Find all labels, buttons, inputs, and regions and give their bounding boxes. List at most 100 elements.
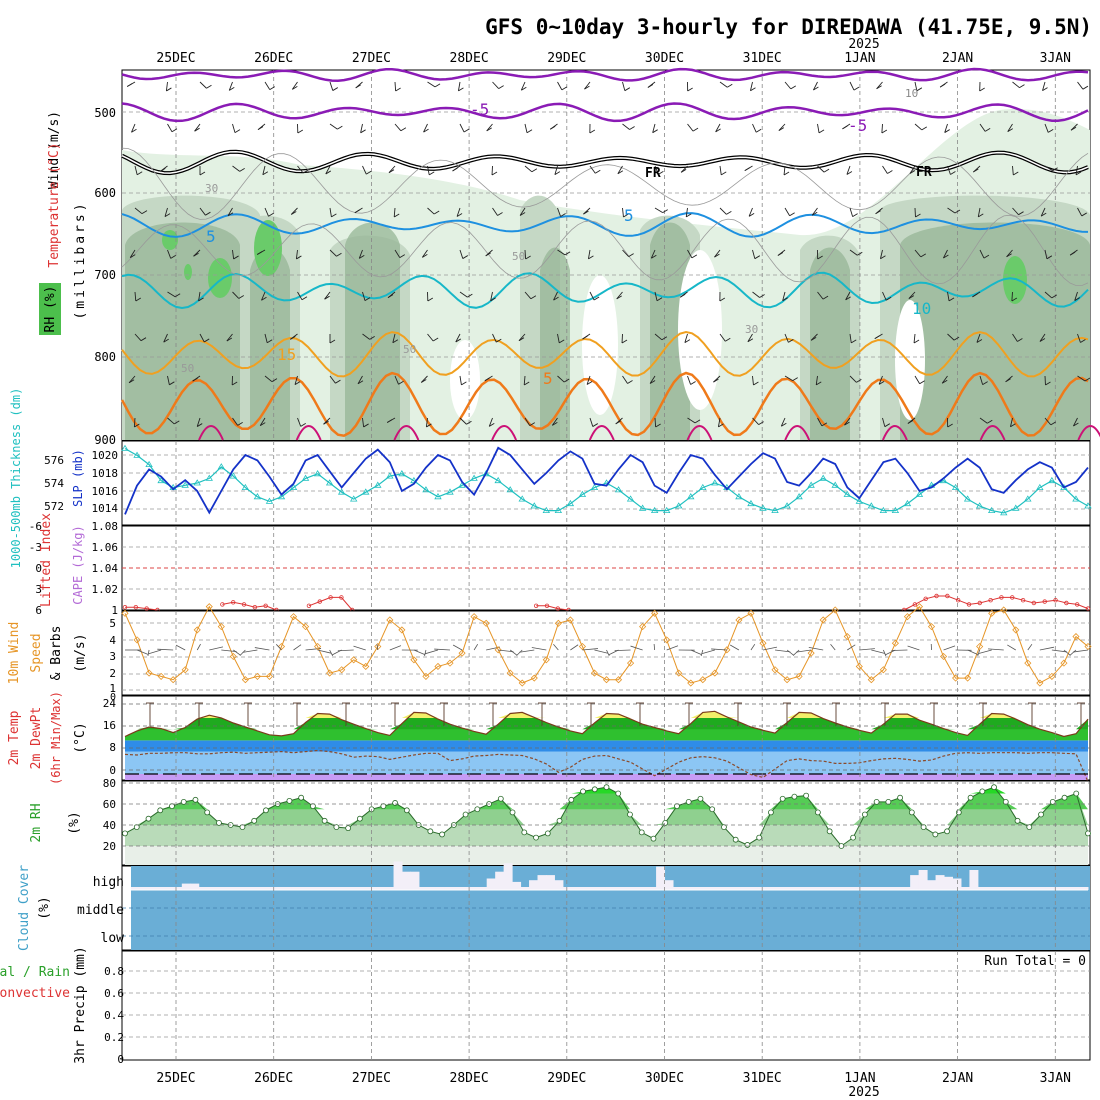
wind-barb xyxy=(845,291,851,301)
y-tick-cape: 1 xyxy=(111,604,118,617)
wind-barb xyxy=(427,81,436,88)
cloud-high-bar xyxy=(1045,887,1055,890)
cloud-high-bar xyxy=(596,887,606,890)
cloud-high-bar xyxy=(605,887,615,890)
cloud-high-bar xyxy=(876,887,886,890)
wind-barb-flag xyxy=(359,255,365,259)
wind-barb-flag xyxy=(553,296,559,301)
dewpt-band xyxy=(125,740,1088,752)
wind10-point xyxy=(265,672,274,680)
wind-barb xyxy=(492,81,499,89)
cloud-high-bar xyxy=(740,887,750,890)
wind-barb xyxy=(719,333,726,342)
cloud-high-bar xyxy=(562,887,572,890)
isotherm-25 xyxy=(784,425,811,441)
wind-barb-flag xyxy=(656,297,663,302)
isotherm-minus5 xyxy=(121,102,1089,123)
wind10-point xyxy=(819,616,827,624)
wind-barb-flag xyxy=(884,423,891,428)
wind-barb-flag xyxy=(915,213,921,218)
wind10-point xyxy=(1072,632,1080,641)
y-tick: 900 xyxy=(94,433,116,447)
wind-barb-flag xyxy=(583,210,589,215)
y-tick-wind: 4 xyxy=(109,634,116,647)
thickness-point xyxy=(362,488,370,495)
rh2m-point xyxy=(768,809,774,816)
wind-barb-flag xyxy=(1047,129,1054,133)
contour-label: -5 xyxy=(848,116,867,135)
wind10-point xyxy=(771,666,779,674)
date-label-bottom: 27DEC xyxy=(352,1071,391,1086)
wind-barb xyxy=(587,249,591,259)
cloud-high-bar xyxy=(706,887,716,890)
wind-barb xyxy=(654,165,659,175)
wind-barb xyxy=(360,123,363,133)
y-tick: 800 xyxy=(94,350,116,364)
wind-barb xyxy=(589,291,595,301)
cloud-high-bar xyxy=(173,887,183,890)
wind-barb-flag xyxy=(628,253,634,257)
wind10-barb xyxy=(376,643,379,651)
wind10-point xyxy=(121,609,129,617)
wind10-point xyxy=(326,669,334,677)
wind-barb xyxy=(557,333,560,343)
wind-barb xyxy=(1010,417,1013,427)
wind-barb xyxy=(228,81,233,91)
wind-barb-flag xyxy=(461,381,467,386)
y-tick-li: 0 xyxy=(35,562,42,575)
rh2m-point xyxy=(944,828,950,835)
wind-barb xyxy=(752,123,757,133)
rh2m-point xyxy=(697,795,704,802)
wind10-point xyxy=(927,623,936,631)
wind10-point xyxy=(915,603,924,611)
wind-barb-flag xyxy=(136,171,143,176)
wind-barb-flag xyxy=(519,212,526,216)
wind-barb-flag xyxy=(845,296,851,301)
wind-barb-flag xyxy=(878,380,885,385)
wind10-barb xyxy=(653,643,656,651)
date-label-top: 25DEC xyxy=(156,51,195,66)
thickness-point xyxy=(831,481,839,488)
isotherm-20 xyxy=(120,371,1089,438)
wind-barb-flag xyxy=(1042,87,1048,92)
wind-barb xyxy=(131,123,136,133)
ylabel-rh: RH (%) xyxy=(43,286,58,333)
wind-barb xyxy=(817,291,824,300)
wind-barb xyxy=(459,291,468,298)
li-point xyxy=(955,598,961,603)
wind10-point xyxy=(879,666,887,674)
wind10-barb xyxy=(337,649,354,652)
lifted-index-panel: -6 -3 0 3 6 1.08 1.06 1.04 1.02 1 Lifted… xyxy=(29,513,1091,617)
wind-barb-flag xyxy=(1046,255,1053,260)
contour-labels: 10 -5 -5 FR FR 30 5 5 50 30 50 50 10 15 … xyxy=(181,87,932,388)
cloud-high-bar xyxy=(647,887,657,890)
wind-barb-flag xyxy=(842,125,848,130)
wind-barb-flag xyxy=(462,255,469,259)
wind10-point xyxy=(952,674,960,682)
wind-barb xyxy=(909,165,916,174)
wind10-barb xyxy=(1039,646,1055,651)
wind-barb-flag xyxy=(140,337,147,342)
rh2m-point xyxy=(1073,790,1080,797)
thickness-point xyxy=(1048,476,1056,484)
wind-barb-flag xyxy=(822,295,829,300)
wind-barb xyxy=(752,417,759,425)
wind-barb-flag xyxy=(552,421,558,426)
wind-barb xyxy=(227,207,233,217)
wind10-point xyxy=(133,636,141,644)
rh2m-point xyxy=(333,824,340,830)
wind-barb-flag xyxy=(329,339,336,344)
y-tick-precip: 0.2 xyxy=(104,1031,124,1044)
wind-barb-flag xyxy=(203,338,210,343)
cloud-high-bar xyxy=(791,887,801,890)
wind-barb xyxy=(947,291,950,301)
wind-barb-flag xyxy=(1082,85,1089,90)
wind-barb-flag xyxy=(629,126,635,130)
wind-barb-flag xyxy=(973,168,979,173)
rh2m-point xyxy=(157,807,164,814)
wind-barb-flag xyxy=(1013,171,1019,176)
wind-barb xyxy=(783,165,786,175)
wind10-barb xyxy=(452,644,463,651)
wind-barb xyxy=(1011,291,1013,302)
wind-barb xyxy=(262,165,266,175)
